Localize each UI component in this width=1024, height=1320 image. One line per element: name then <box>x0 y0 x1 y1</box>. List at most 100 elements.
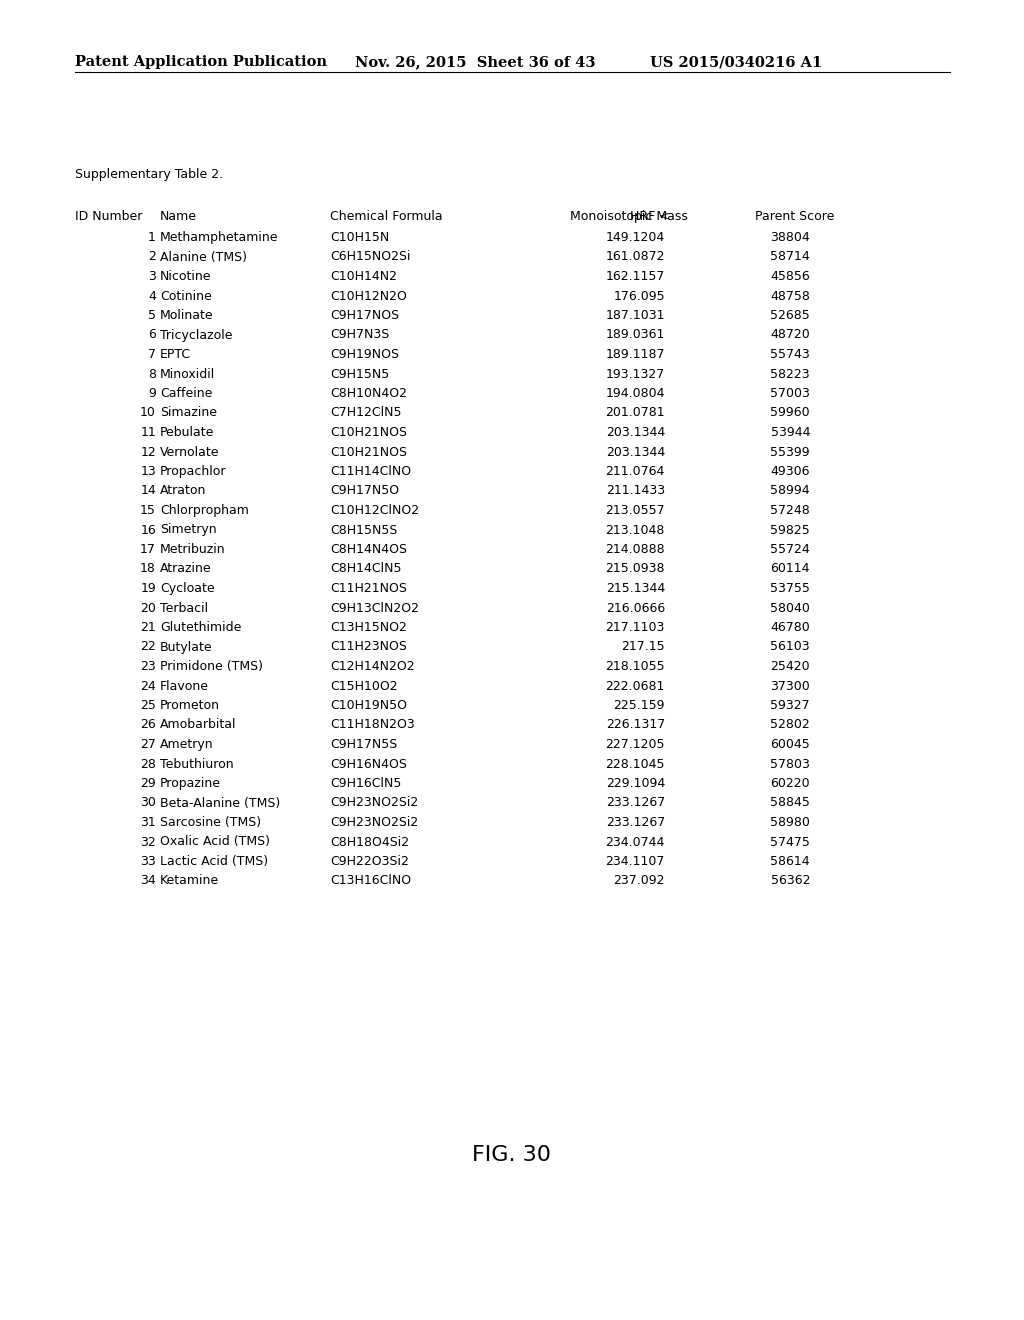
Text: 218.1055: 218.1055 <box>605 660 665 673</box>
Text: 58980: 58980 <box>770 816 810 829</box>
Text: 49306: 49306 <box>770 465 810 478</box>
Text: 28: 28 <box>140 758 156 771</box>
Text: 22: 22 <box>140 640 156 653</box>
Text: Name: Name <box>160 210 197 223</box>
Text: 1: 1 <box>148 231 156 244</box>
Text: 211.1433: 211.1433 <box>606 484 665 498</box>
Text: Atrazine: Atrazine <box>160 562 212 576</box>
Text: 59825: 59825 <box>770 524 810 536</box>
Text: 14: 14 <box>140 484 156 498</box>
Text: 48720: 48720 <box>770 329 810 342</box>
Text: C8H14ClN5: C8H14ClN5 <box>330 562 401 576</box>
Text: 34: 34 <box>140 874 156 887</box>
Text: 45856: 45856 <box>770 271 810 282</box>
Text: C9H17NOS: C9H17NOS <box>330 309 399 322</box>
Text: Tebuthiuron: Tebuthiuron <box>160 758 233 771</box>
Text: C8H10N4O2: C8H10N4O2 <box>330 387 407 400</box>
Text: 217.15: 217.15 <box>622 640 665 653</box>
Text: 234.0744: 234.0744 <box>605 836 665 849</box>
Text: 25: 25 <box>140 700 156 711</box>
Text: C10H21NOS: C10H21NOS <box>330 446 407 458</box>
Text: 57003: 57003 <box>770 387 810 400</box>
Text: 193.1327: 193.1327 <box>606 367 665 380</box>
Text: C8H18O4Si2: C8H18O4Si2 <box>330 836 410 849</box>
Text: Atraton: Atraton <box>160 484 207 498</box>
Text: Ametryn: Ametryn <box>160 738 214 751</box>
Text: 225.159: 225.159 <box>613 700 665 711</box>
Text: Minoxidil: Minoxidil <box>160 367 215 380</box>
Text: 6: 6 <box>148 329 156 342</box>
Text: 233.1267: 233.1267 <box>606 796 665 809</box>
Text: C11H23NOS: C11H23NOS <box>330 640 407 653</box>
Text: 214.0888: 214.0888 <box>605 543 665 556</box>
Text: C7H12ClN5: C7H12ClN5 <box>330 407 401 420</box>
Text: 4: 4 <box>148 289 156 302</box>
Text: C11H18N2O3: C11H18N2O3 <box>330 718 415 731</box>
Text: Cotinine: Cotinine <box>160 289 212 302</box>
Text: Nov. 26, 2015  Sheet 36 of 43: Nov. 26, 2015 Sheet 36 of 43 <box>355 55 596 69</box>
Text: Primidone (TMS): Primidone (TMS) <box>160 660 263 673</box>
Text: Ketamine: Ketamine <box>160 874 219 887</box>
Text: 19: 19 <box>140 582 156 595</box>
Text: Beta-Alanine (TMS): Beta-Alanine (TMS) <box>160 796 281 809</box>
Text: C10H12N2O: C10H12N2O <box>330 289 407 302</box>
Text: 58714: 58714 <box>770 251 810 264</box>
Text: 46780: 46780 <box>770 620 810 634</box>
Text: 227.1205: 227.1205 <box>605 738 665 751</box>
Text: Caffeine: Caffeine <box>160 387 212 400</box>
Text: C9H17N5S: C9H17N5S <box>330 738 397 751</box>
Text: 17: 17 <box>140 543 156 556</box>
Text: 203.1344: 203.1344 <box>606 426 665 440</box>
Text: 9: 9 <box>148 387 156 400</box>
Text: 53755: 53755 <box>770 582 810 595</box>
Text: HRF <: HRF < <box>630 210 670 223</box>
Text: 27: 27 <box>140 738 156 751</box>
Text: Cycloate: Cycloate <box>160 582 215 595</box>
Text: 30: 30 <box>140 796 156 809</box>
Text: 24: 24 <box>140 680 156 693</box>
Text: Patent Application Publication: Patent Application Publication <box>75 55 327 69</box>
Text: C9H13ClN2O2: C9H13ClN2O2 <box>330 602 419 615</box>
Text: 161.0872: 161.0872 <box>605 251 665 264</box>
Text: Sarcosine (TMS): Sarcosine (TMS) <box>160 816 261 829</box>
Text: Methamphetamine: Methamphetamine <box>160 231 279 244</box>
Text: 176.095: 176.095 <box>613 289 665 302</box>
Text: C10H12ClNO2: C10H12ClNO2 <box>330 504 419 517</box>
Text: Oxalic Acid (TMS): Oxalic Acid (TMS) <box>160 836 270 849</box>
Text: 57475: 57475 <box>770 836 810 849</box>
Text: 59327: 59327 <box>770 700 810 711</box>
Text: C8H15N5S: C8H15N5S <box>330 524 397 536</box>
Text: 217.1103: 217.1103 <box>605 620 665 634</box>
Text: 2: 2 <box>148 251 156 264</box>
Text: 60114: 60114 <box>770 562 810 576</box>
Text: 11: 11 <box>140 426 156 440</box>
Text: Metribuzin: Metribuzin <box>160 543 225 556</box>
Text: 59960: 59960 <box>770 407 810 420</box>
Text: Simazine: Simazine <box>160 407 217 420</box>
Text: C15H10O2: C15H10O2 <box>330 680 397 693</box>
Text: 222.0681: 222.0681 <box>605 680 665 693</box>
Text: 60045: 60045 <box>770 738 810 751</box>
Text: 194.0804: 194.0804 <box>605 387 665 400</box>
Text: Simetryn: Simetryn <box>160 524 217 536</box>
Text: 52685: 52685 <box>770 309 810 322</box>
Text: 162.1157: 162.1157 <box>605 271 665 282</box>
Text: 203.1344: 203.1344 <box>606 446 665 458</box>
Text: 20: 20 <box>140 602 156 615</box>
Text: 58040: 58040 <box>770 602 810 615</box>
Text: Butylate: Butylate <box>160 640 213 653</box>
Text: Parent Score: Parent Score <box>755 210 835 223</box>
Text: 55743: 55743 <box>770 348 810 360</box>
Text: 10: 10 <box>140 407 156 420</box>
Text: C9H23NO2Si2: C9H23NO2Si2 <box>330 796 418 809</box>
Text: US 2015/0340216 A1: US 2015/0340216 A1 <box>650 55 822 69</box>
Text: 189.0361: 189.0361 <box>605 329 665 342</box>
Text: 216.0666: 216.0666 <box>606 602 665 615</box>
Text: 8: 8 <box>148 367 156 380</box>
Text: 56362: 56362 <box>770 874 810 887</box>
Text: Lactic Acid (TMS): Lactic Acid (TMS) <box>160 855 268 869</box>
Text: C13H15NO2: C13H15NO2 <box>330 620 407 634</box>
Text: 38804: 38804 <box>770 231 810 244</box>
Text: 234.1107: 234.1107 <box>605 855 665 869</box>
Text: 53944: 53944 <box>770 426 810 440</box>
